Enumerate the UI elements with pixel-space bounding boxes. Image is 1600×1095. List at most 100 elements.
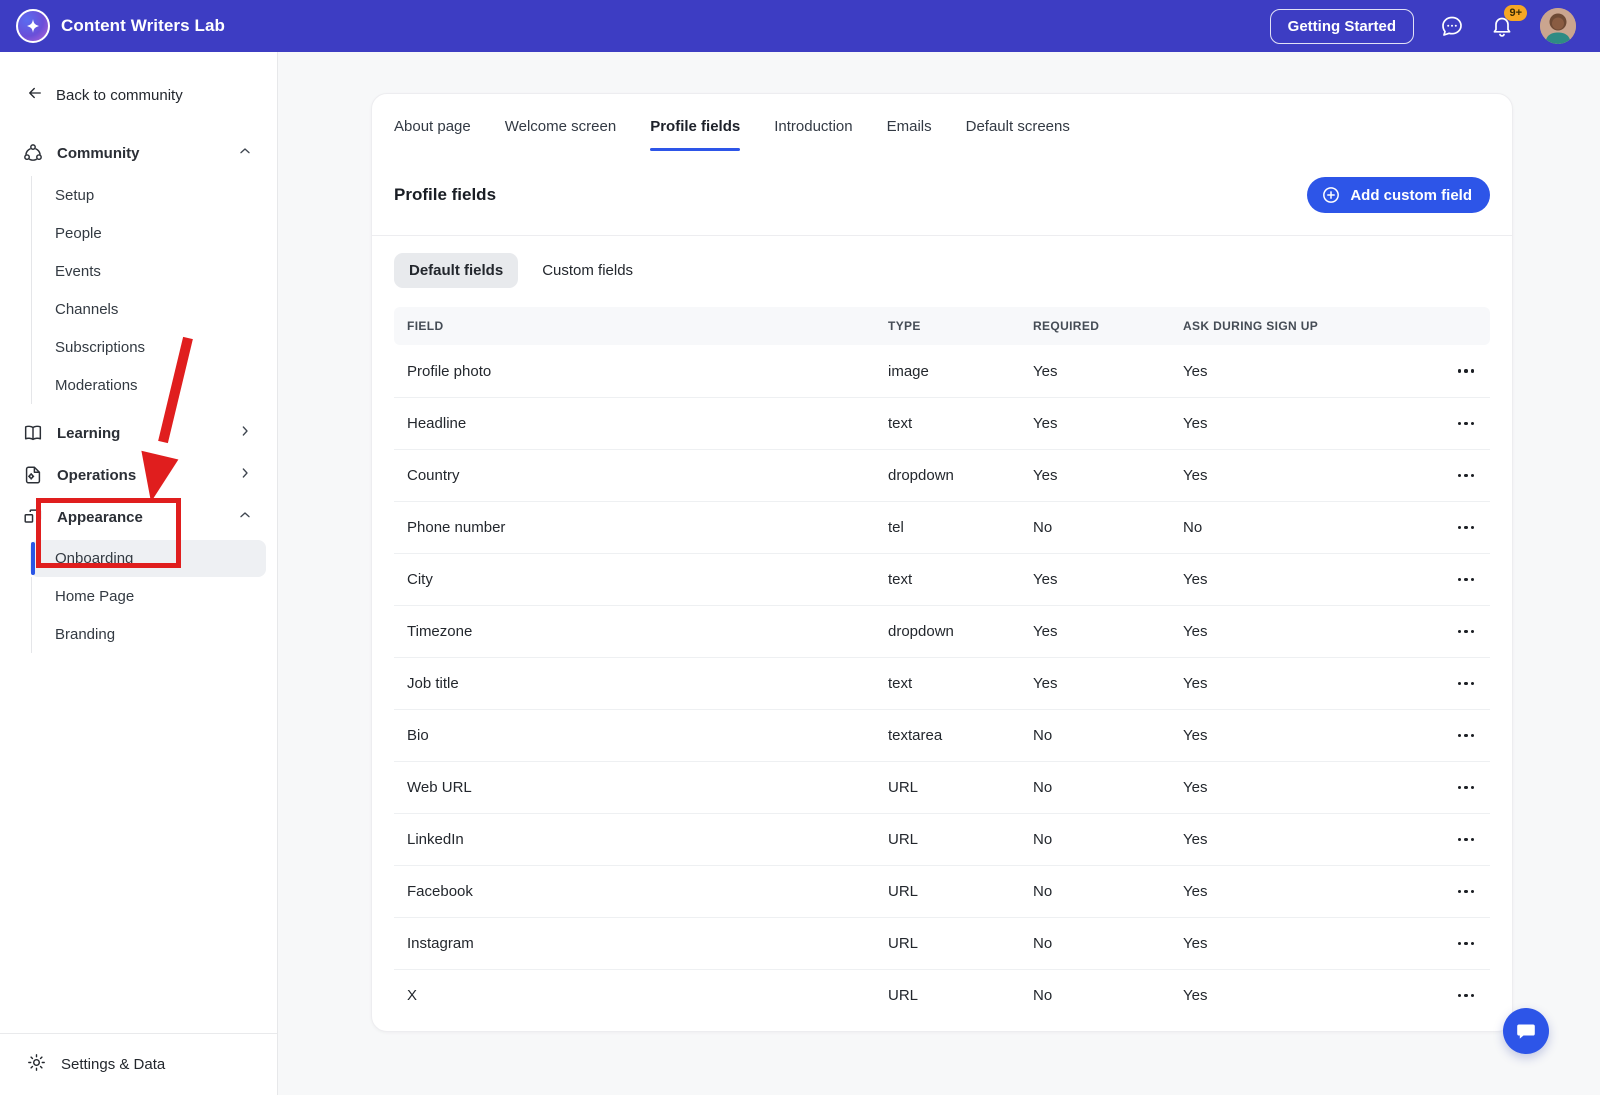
notifications-button[interactable]: 9+ [1490, 5, 1527, 38]
cell-field: Bio [407, 727, 429, 744]
onboarding-settings-card: About page Welcome screen Profile fields… [371, 93, 1513, 1032]
page-gear-icon [22, 464, 44, 486]
sidebar-section-learning[interactable]: Learning [0, 412, 277, 454]
cell-field: Job title [407, 675, 459, 692]
top-nav-actions: Getting Started 9+ [1269, 5, 1576, 44]
cell-ask: Yes [1183, 571, 1208, 588]
community-home-link[interactable]: Content Writers Lab [16, 9, 225, 43]
fields-filter-tab[interactable]: Default fields [394, 253, 519, 288]
people-group-icon [22, 142, 44, 164]
cell-type: text [888, 571, 913, 588]
settings-tab[interactable]: Profile fields [650, 118, 741, 151]
sidebar-item[interactable]: Channels [31, 290, 277, 328]
settings-tab[interactable]: About page [394, 118, 471, 135]
admin-nav: Community Setup People Events Channels [0, 106, 277, 661]
sidebar-item[interactable]: Events [31, 252, 277, 290]
table-row: X URL No Yes [394, 969, 1490, 1021]
gear-icon [26, 1052, 47, 1077]
table-row: Timezone dropdown Yes Yes [394, 605, 1490, 657]
sidebar-item[interactable]: Setup [31, 176, 277, 214]
chevron-right-icon [237, 465, 253, 485]
cell-ask: Yes [1183, 415, 1208, 432]
fields-filter-tabs: Default fields Custom fields [394, 253, 1490, 288]
settings-tab[interactable]: Default screens [965, 118, 1070, 135]
support-chat-widget-button[interactable] [1503, 1008, 1549, 1054]
row-menu-button[interactable] [1452, 674, 1481, 694]
notification-badge: 9+ [1504, 5, 1527, 22]
sidebar-item[interactable]: Onboarding [30, 540, 266, 577]
row-menu-button[interactable] [1452, 466, 1481, 486]
sidebar-item[interactable]: People [31, 214, 277, 252]
cell-ask: Yes [1183, 623, 1208, 640]
cell-required: No [1033, 987, 1053, 1004]
cell-type: dropdown [888, 467, 954, 484]
row-menu-button[interactable] [1452, 934, 1481, 954]
table-row: Job title text Yes Yes [394, 657, 1490, 709]
user-avatar[interactable] [1540, 8, 1576, 44]
cell-type: image [888, 362, 929, 380]
column-header-ask: Ask during sign up [1183, 319, 1319, 333]
cell-required: Yes [1033, 623, 1058, 640]
cell-type: URL [888, 883, 919, 900]
sidebar: Back to community Community [0, 52, 278, 1095]
cell-type: URL [888, 779, 919, 796]
settings-tab[interactable]: Introduction [774, 118, 853, 135]
chevron-up-icon [237, 507, 253, 527]
table-row: Facebook URL No Yes [394, 865, 1490, 917]
row-menu-button[interactable] [1452, 622, 1481, 642]
cell-type: tel [888, 519, 904, 536]
sidebar-item[interactable]: Moderations [31, 366, 277, 404]
cell-required: Yes [1033, 467, 1058, 484]
getting-started-button[interactable]: Getting Started [1269, 8, 1414, 44]
cell-type: text [888, 675, 913, 692]
cell-ask: Yes [1183, 675, 1208, 692]
open-book-icon [22, 422, 44, 444]
table-row: Instagram URL No Yes [394, 917, 1490, 969]
divider [372, 235, 1512, 236]
settings-tab[interactable]: Emails [886, 118, 932, 135]
row-menu-button[interactable] [1452, 518, 1481, 538]
row-menu-button[interactable] [1452, 414, 1481, 434]
community-name: Content Writers Lab [61, 16, 226, 35]
cell-ask: Yes [1183, 779, 1208, 796]
table-row: Headline text Yes Yes [394, 397, 1490, 449]
row-menu-button[interactable] [1452, 570, 1481, 590]
sidebar-item[interactable]: Branding [31, 615, 277, 653]
row-menu-button[interactable] [1452, 361, 1481, 381]
row-menu-button[interactable] [1452, 882, 1481, 902]
plus-circle-icon [1321, 185, 1341, 205]
sidebar-section-operations[interactable]: Operations [0, 454, 277, 496]
cell-field: Phone number [407, 519, 506, 536]
sidebar-section-appearance[interactable]: Appearance [0, 496, 277, 538]
cell-required: No [1033, 935, 1053, 952]
chevron-right-icon [237, 423, 253, 443]
bell-icon [1490, 14, 1514, 38]
cell-ask: Yes [1183, 467, 1208, 484]
cell-ask: Yes [1183, 987, 1208, 1004]
row-menu-button[interactable] [1452, 830, 1481, 850]
cell-required: Yes [1033, 362, 1058, 380]
row-menu-button[interactable] [1452, 778, 1481, 798]
cell-required: No [1033, 727, 1053, 744]
row-menu-button[interactable] [1452, 726, 1481, 746]
settings-and-data-link[interactable]: Settings & Data [0, 1033, 277, 1095]
sidebar-section-community[interactable]: Community [0, 132, 277, 174]
cell-type: URL [888, 935, 919, 952]
cell-field: Facebook [407, 883, 473, 900]
title-row: Profile fields Add custom field [394, 177, 1490, 213]
cell-required: Yes [1033, 571, 1058, 588]
sidebar-item[interactable]: Home Page [31, 577, 277, 615]
sidebar-item[interactable]: Subscriptions [31, 328, 277, 366]
cell-type: text [888, 415, 913, 432]
table-row: Profile photo image Yes Yes [394, 345, 1490, 397]
page-title: Profile fields [394, 185, 497, 204]
cell-field: Profile photo [407, 362, 492, 380]
fields-filter-tab[interactable]: Custom fields [542, 262, 634, 279]
table-row: City text Yes Yes [394, 553, 1490, 605]
row-menu-button[interactable] [1452, 986, 1481, 1006]
add-custom-field-button[interactable]: Add custom field [1307, 177, 1490, 213]
profile-fields-table: Field Type Required Ask during sign up P… [394, 307, 1490, 1021]
settings-tab[interactable]: Welcome screen [504, 118, 617, 135]
messages-icon[interactable] [1440, 14, 1464, 38]
back-to-community-link[interactable]: Back to community [0, 52, 277, 106]
